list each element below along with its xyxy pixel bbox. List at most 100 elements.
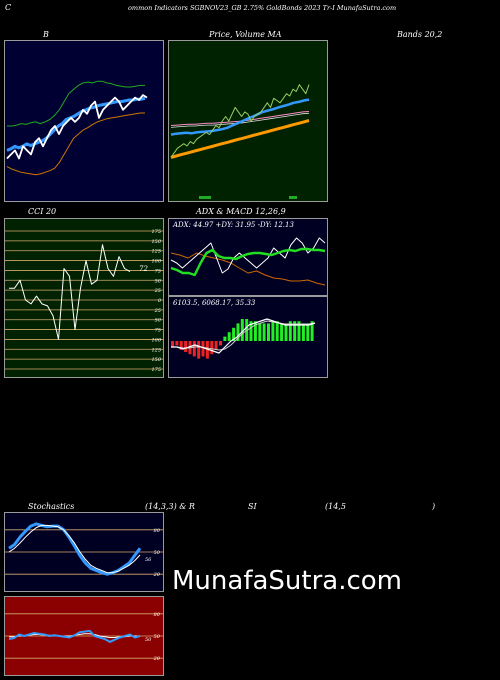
cci-tick-label: 50 [155,278,162,284]
macd-histogram-bar [306,323,310,341]
cci-tick-label: 50 [155,318,162,324]
rsi-tick-label: 80 [154,612,161,618]
cci-tick-label: 25 [154,288,161,294]
adx-chart [170,237,326,286]
macd-histogram-bar [223,336,227,341]
price-ma-blue-line [170,98,310,136]
cci-chart: 175 150 125 100 75 50 25 0 25 50 75 100 125 150 175 72 [5,229,163,373]
bollinger-price-line [6,94,148,160]
price-ma-orange-line [170,119,310,159]
cci-tick-label: 75 [155,328,161,334]
adx-values: ADX: 44.97 +DY: 31.95 -DY: 12.13 [173,221,294,229]
si-label: SI [248,502,257,511]
price-volume-panel [168,40,328,202]
stoch-tick-label: 50 [154,550,161,556]
macd-histogram-bar [280,323,284,341]
stoch-k-line [8,522,142,576]
cci-value-label: 72 [139,265,148,273]
macd-histogram-bar [301,323,305,341]
stoch-d-line [8,524,141,574]
cci-tick-label: 175 [151,229,161,235]
cci-tick-label: 150 [151,239,161,245]
cci-tick-label: 125 [151,347,161,353]
adx-macd-label: ADX & MACD 12,26,9 [196,207,286,216]
cci-tick-label: 125 [151,249,161,255]
macd-histogram-bar [310,321,314,341]
macd-panel: 6103.5, 6068.17, 35.33 [168,296,328,378]
macd-histogram-bar [267,323,270,341]
bollinger-lower-band [6,112,145,176]
macd-histogram-bar [249,321,253,341]
cci-label: CCI 20 [28,207,57,216]
watermark: MunafaSutra.com [172,566,403,596]
macd-line [171,318,316,354]
stochastics-chart: 80 50 20 56 [5,522,163,578]
cci-tick-label: 100 [151,337,161,343]
bands-label: Bands 20,2 [397,30,443,39]
macd-histogram-bar [201,341,205,357]
macd-histogram-bar [227,332,231,341]
macd-signal-line [171,320,316,351]
cci-tick-label: 25 [154,308,161,314]
cci-tick-label: 150 [151,357,161,363]
macd-histogram-bar [192,341,196,357]
rsi-value-label: 50 [145,637,152,643]
rsi-line [8,629,141,643]
rsi-panel: 80 50 20 50 [4,596,164,676]
cci-line [9,244,131,340]
bollinger-panel [4,40,164,202]
adx-minus-dy-line [170,252,326,286]
bollinger-label: B [43,30,49,39]
cci-tick-label: 100 [151,259,161,265]
stoch-tick-label: 20 [153,572,161,578]
rsi-chart: 80 50 20 50 [5,612,163,662]
volume-bar [289,196,297,199]
macd-histogram-bar [240,319,244,341]
stoch-value-label: 56 [145,557,152,563]
bollinger-chart [6,80,148,176]
macd-histogram-bar [179,341,183,350]
volume-bar [199,196,211,199]
cci-tick-label: 75 [155,268,161,274]
page-title: ommon Indicators SGBNOV23_GB 2.75% GoldB… [128,4,397,12]
cci-tick-label: 0 [158,298,162,304]
macd-histogram-bar [297,321,301,341]
macd-values: 6103.5, 6068.17, 35.33 [173,299,256,307]
macd-histogram-bar [197,341,201,359]
price-volume-chart [170,84,310,199]
bollinger-middle-band [6,96,146,152]
rsi-close-label: ) [432,502,436,511]
adx-panel: ADX: 44.97 +DY: 31.95 -DY: 12.13 [168,218,328,296]
stoch-tick-label: 80 [154,528,161,534]
macd-histogram-bar [236,323,240,341]
adx-plus-dy-line [170,237,326,274]
rsi-params-label: (14,5 [325,502,346,511]
rsi-tick-label: 20 [153,656,161,662]
stochastics-label: Stochastics [28,502,75,511]
macd-histogram-bar [288,321,292,341]
macd-histogram-bar [210,341,214,355]
macd-histogram-bar [205,341,209,359]
macd-histogram-bar [214,341,218,350]
header-c-letter: C [5,3,12,12]
stoch-params-label: (14,3,3) & R [145,502,195,511]
rsi-tick-label: 50 [154,634,161,640]
cci-tick-label: 175 [151,367,161,373]
macd-histogram-bar [232,327,236,341]
adx-line [170,247,326,277]
macd-histogram-bar [262,323,266,341]
price-volume-ma-label: Price, Volume MA [209,30,282,39]
macd-histogram-bar [253,321,257,341]
macd-histogram-bar [275,321,279,341]
bollinger-upper-band [7,80,145,127]
macd-histogram-bar [258,323,262,341]
macd-histogram-bar [175,341,179,346]
macd-histogram-bar [219,341,222,346]
cci-panel: 175 150 125 100 75 50 25 0 25 50 75 100 125 150 175 72 [4,218,164,378]
price-close-line [170,84,310,158]
macd-histogram-bar [184,341,188,352]
macd-chart [171,318,316,359]
macd-histogram-bar [284,323,288,341]
macd-histogram-bar [293,321,297,341]
stochastics-panel: 80 50 20 56 [4,512,164,592]
